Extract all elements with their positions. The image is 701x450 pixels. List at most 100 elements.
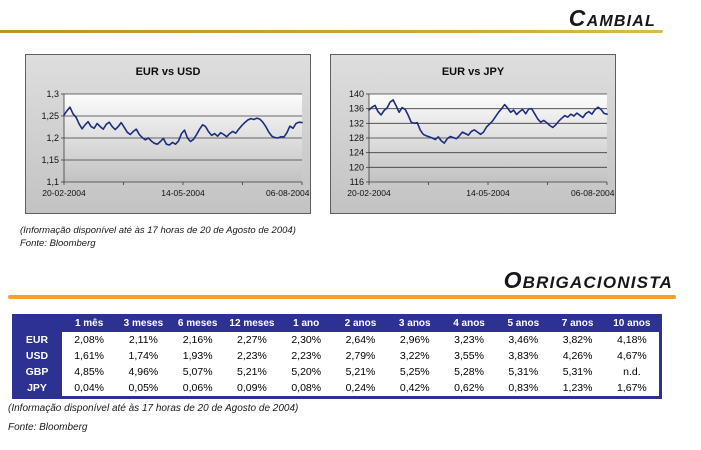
column-header: 2 anos bbox=[344, 318, 377, 329]
x-axis-tick-label: 20-02-2004 bbox=[347, 188, 391, 198]
rate-cell: 3,22% bbox=[387, 348, 442, 364]
y-axis-tick-label: 132 bbox=[349, 118, 364, 128]
rate-cell: 0,42% bbox=[387, 380, 442, 396]
rate-cell: 5,28% bbox=[441, 364, 497, 380]
rate-cell: 4,67% bbox=[604, 348, 659, 364]
rate-cell: 4,18% bbox=[604, 332, 659, 348]
column-header: 7 anos bbox=[561, 318, 594, 329]
rate-cell: 5,07% bbox=[170, 364, 225, 380]
eur-usd-chart-title: EUR vs USD bbox=[135, 66, 201, 78]
rate-cell: 2,30% bbox=[279, 332, 334, 348]
eur-usd-plot: 1,1 1,15 1,2 1,25 1,3 20-02-2004 14-05-2004 06-… bbox=[41, 89, 310, 198]
x-axis-tick-label: 06-08-2004 bbox=[571, 188, 615, 198]
rate-cell: 3,82% bbox=[550, 332, 605, 348]
row-label: EUR bbox=[25, 334, 49, 346]
rate-cell: 2,96% bbox=[387, 332, 442, 348]
column-header: 4 anos bbox=[453, 318, 485, 329]
rate-cell: 0,24% bbox=[333, 380, 388, 396]
column-header: 3 meses bbox=[123, 318, 164, 329]
rate-cell: 3,23% bbox=[441, 332, 497, 348]
rate-cell: 2,27% bbox=[224, 332, 280, 348]
eur-jpy-chart: EUR vs JPY 116 120 124 128 132 136 140 20-02-20… bbox=[330, 54, 616, 214]
source-note: Fonte: Bloomberg bbox=[20, 238, 96, 249]
y-axis-tick-label: 124 bbox=[349, 148, 364, 158]
column-header: 5 anos bbox=[507, 318, 540, 329]
rate-cell: 0,83% bbox=[496, 380, 551, 396]
rates-table: 1 mês 3 meses 6 meses 12 meses 1 ano 2 anos 3 … bbox=[12, 314, 662, 399]
rate-cell: 4,26% bbox=[550, 348, 605, 364]
rate-cell: 1,61% bbox=[62, 348, 117, 364]
rate-cell: 0,62% bbox=[441, 380, 497, 396]
column-header: 6 meses bbox=[177, 318, 218, 329]
rate-cell: 4,96% bbox=[116, 364, 171, 380]
y-axis-tick-label: 1,15 bbox=[41, 155, 59, 165]
charts-footnote: (Informação disponível até às 17 horas d… bbox=[20, 224, 296, 250]
column-header: 1 ano bbox=[293, 318, 320, 329]
section-title-cambial: Cambial bbox=[568, 5, 656, 31]
rate-cell: 1,23% bbox=[550, 380, 605, 396]
column-header: 3 anos bbox=[398, 318, 431, 329]
row-label: JPY bbox=[27, 382, 47, 394]
column-header: 1 mês bbox=[74, 318, 104, 329]
column-header: 12 meses bbox=[229, 318, 275, 329]
source-note: Fonte: Bloomberg bbox=[8, 422, 88, 433]
y-axis-tick-label: 1,1 bbox=[46, 177, 59, 187]
rate-cell: 0,06% bbox=[170, 380, 225, 396]
rate-cell: 5,31% bbox=[550, 364, 605, 380]
rate-cell: 3,83% bbox=[496, 348, 551, 364]
rate-cell: 1,74% bbox=[116, 348, 171, 364]
rate-cell: 3,46% bbox=[496, 332, 551, 348]
rate-cell: 5,21% bbox=[224, 364, 280, 380]
info-availability-note: (Informação disponível até às 17 horas d… bbox=[8, 403, 299, 414]
eur-jpy-chart-title: EUR vs JPY bbox=[441, 66, 505, 78]
rate-cell: 0,09% bbox=[224, 380, 280, 396]
column-header: 10 anos bbox=[613, 318, 651, 329]
rate-cell: 2,64% bbox=[333, 332, 388, 348]
table-row-usd: USD 1,61% 1,74% 1,93% 2,23% 2,23% 2,79% 3,22% 3,… bbox=[12, 348, 659, 364]
rate-cell: 2,23% bbox=[279, 348, 334, 364]
rates-table-header-row: 1 mês 3 meses 6 meses 12 meses 1 ano 2 anos 3 … bbox=[12, 314, 659, 332]
rate-cell: 3,55% bbox=[441, 348, 497, 364]
x-axis-tick-label: 20-02-2004 bbox=[42, 188, 86, 198]
eur-jpy-plot: 116 120 124 128 132 136 140 20-02-2004 14-05-200… bbox=[347, 89, 615, 198]
series-line bbox=[368, 99, 608, 144]
info-availability-note: (Informação disponível até às 17 horas d… bbox=[20, 225, 296, 236]
rate-cell: 5,21% bbox=[333, 364, 388, 380]
x-axis-tick-label: 06-08-2004 bbox=[266, 188, 310, 198]
y-axis-tick-label: 136 bbox=[349, 104, 364, 114]
section-title-obrigacionista: Obrigacionista bbox=[503, 267, 673, 293]
rate-cell: 1,67% bbox=[604, 380, 659, 396]
table-row-gbp: GBP 4,85% 4,96% 5,07% 5,21% 5,20% 5,21% 5,25% 5,… bbox=[12, 364, 659, 380]
rate-cell: 0,04% bbox=[62, 380, 117, 396]
y-axis-tick-label: 140 bbox=[349, 89, 364, 99]
table-footnote: (Informação disponível até às 17 horas d… bbox=[8, 402, 298, 440]
y-axis-tick-label: 128 bbox=[349, 133, 364, 143]
eur-usd-chart: EUR vs USD 1,1 1,15 1,2 1,25 1,3 20-02-2004 14… bbox=[25, 54, 311, 214]
rate-cell: 5,20% bbox=[279, 364, 334, 380]
rates-table-body: EUR 2,08% 2,11% 2,16% 2,27% 2,30% 2,64% 2,96% 3,… bbox=[12, 332, 659, 396]
table-row-eur: EUR 2,08% 2,11% 2,16% 2,27% 2,30% 2,64% 2,96% 3,… bbox=[12, 332, 659, 348]
rate-cell: 5,31% bbox=[496, 364, 551, 380]
y-axis-tick-label: 116 bbox=[350, 177, 364, 187]
rate-cell: n.d. bbox=[604, 364, 659, 380]
x-axis-tick-label: 14-05-2004 bbox=[161, 188, 205, 198]
rate-cell: 0,05% bbox=[116, 380, 171, 396]
rate-cell: 5,25% bbox=[387, 364, 442, 380]
series-line bbox=[63, 106, 303, 146]
y-axis-tick-label: 1,25 bbox=[41, 111, 59, 121]
rate-cell: 2,79% bbox=[333, 348, 388, 364]
y-axis-tick-label: 120 bbox=[349, 162, 364, 172]
y-axis-tick-label: 1,2 bbox=[46, 133, 59, 143]
rate-cell: 2,16% bbox=[170, 332, 225, 348]
y-axis-tick-label: 1,3 bbox=[46, 89, 59, 99]
obrigacionista-underline-rule bbox=[8, 295, 676, 299]
x-axis-tick-label: 14-05-2004 bbox=[466, 188, 510, 198]
table-row-jpy: JPY 0,04% 0,05% 0,06% 0,09% 0,08% 0,24% 0,42% 0,… bbox=[12, 380, 659, 396]
rate-cell: 1,93% bbox=[170, 348, 225, 364]
row-label: GBP bbox=[25, 366, 49, 378]
row-label: USD bbox=[25, 350, 49, 362]
rate-cell: 4,85% bbox=[62, 364, 117, 380]
corner-cell bbox=[12, 314, 62, 332]
rate-cell: 2,11% bbox=[116, 332, 171, 348]
rate-cell: 0,08% bbox=[279, 380, 334, 396]
